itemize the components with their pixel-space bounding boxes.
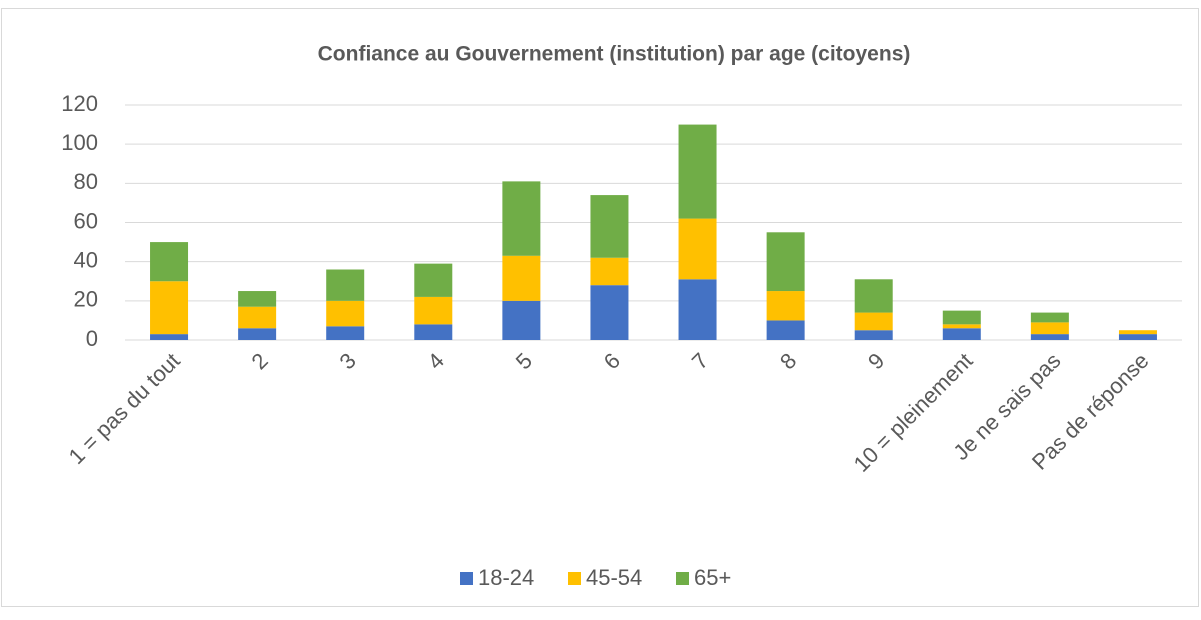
bar-segment [766,320,805,340]
legend-label: 45-54 [586,565,642,590]
bar-segment [1030,312,1069,323]
bar-segment [590,257,629,286]
y-tick-label: 120 [61,91,98,116]
bar-segment [326,269,365,301]
bar-segment [502,181,541,256]
bar-segment [678,279,717,340]
bar-segment [414,263,453,297]
bar-segment [678,124,717,219]
bar-segment [942,324,981,329]
bar-segment [854,312,893,331]
legend-label: 65+ [694,565,731,590]
bar-segment [1030,322,1069,335]
bar-segment [238,291,277,307]
y-tick-label: 80 [74,169,98,194]
bar-segment [942,328,981,340]
bar-segment [1118,330,1157,335]
bar-segment [1118,334,1157,340]
bar-segment [414,324,453,340]
bar-segment [590,195,629,258]
y-tick-label: 20 [74,287,98,312]
chart-title: Confiance au Gouvernement (institution) … [318,43,911,66]
bar-segment [238,306,277,329]
legend-label: 18-24 [478,565,534,590]
bar-segment [150,242,189,282]
y-tick-label: 0 [86,326,98,351]
bar-segment [238,328,277,340]
bar-segment [590,285,629,340]
bar-segment [678,218,717,280]
y-tick-label: 100 [61,130,98,155]
bar-segment [854,279,893,313]
y-tick-label: 40 [74,247,98,272]
bar-segment [326,300,365,327]
bar-segment [326,326,365,340]
legend-swatch [568,572,581,585]
bar-segment [766,291,805,321]
bar-segment [942,310,981,325]
bar-segment [150,334,189,340]
bar-segment [766,232,805,292]
legend-swatch [460,572,473,585]
bar-segment [854,330,893,340]
bar-segment [1030,334,1069,340]
bar-segment [150,281,189,335]
bar-segment [414,296,453,325]
bar-segment [502,300,541,340]
bar-segment [502,255,541,301]
legend-swatch [676,572,689,585]
y-tick-label: 60 [74,208,98,233]
